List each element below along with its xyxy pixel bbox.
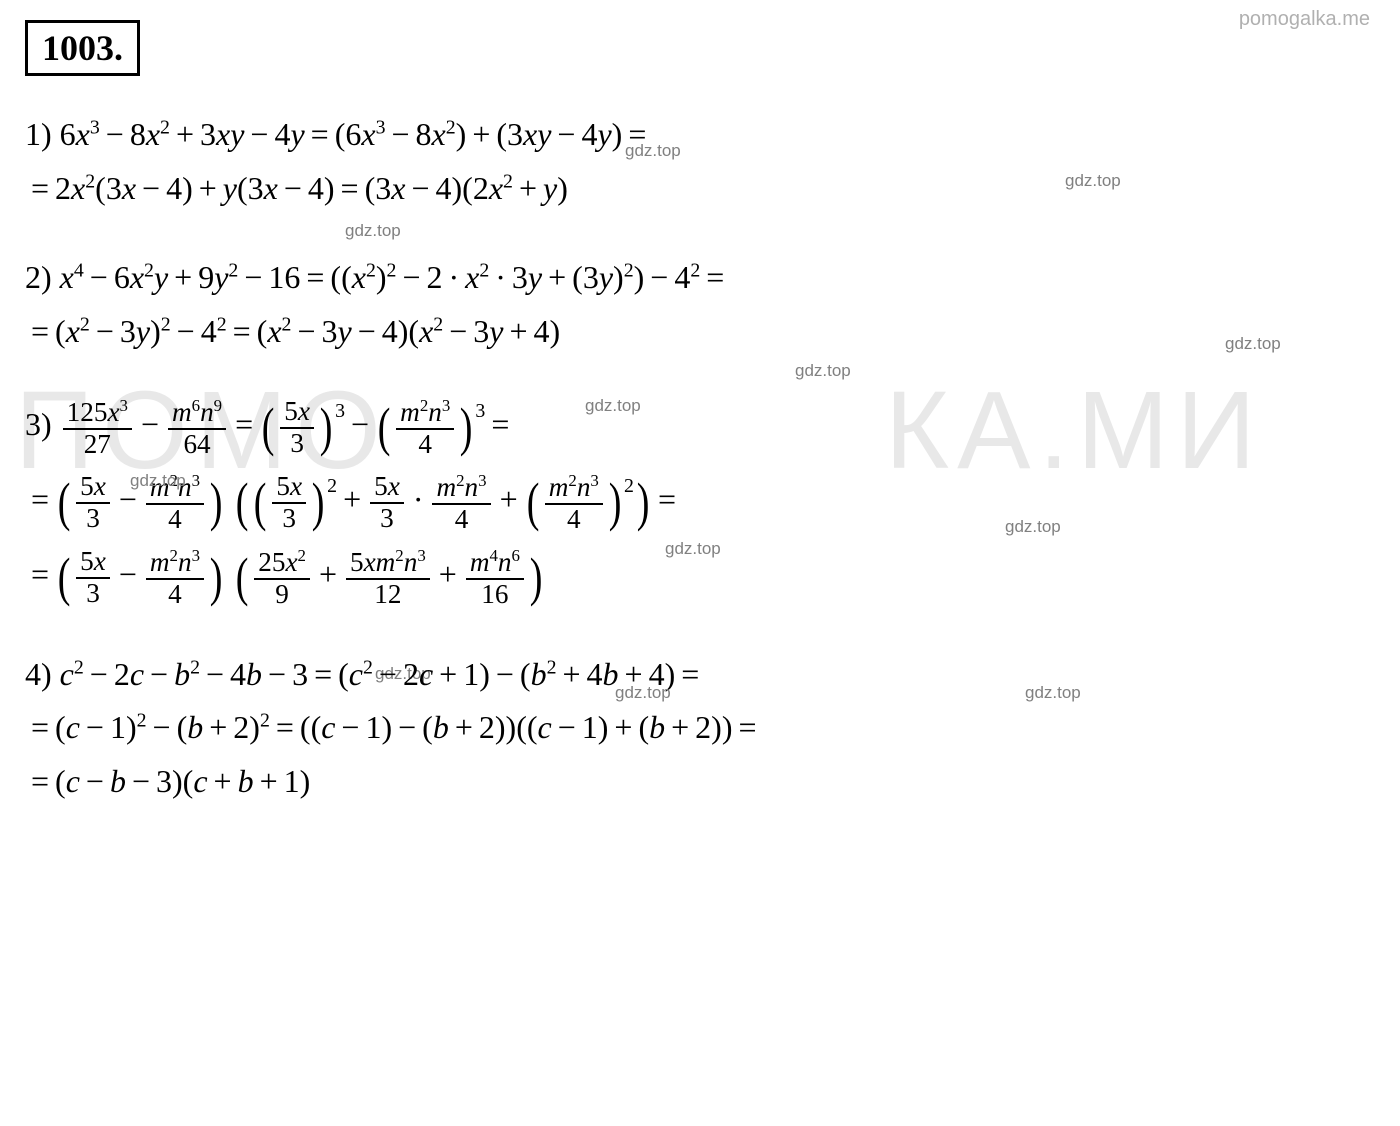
- gdz-watermark: gdz.top: [1025, 680, 1081, 706]
- p2-line1: 2) x4−6x2y+9y2−16=((x2)2−2·x2·3y+(3y)2)−…: [25, 253, 1375, 303]
- gdz-watermark: gdz.top: [625, 138, 681, 164]
- problem-4: 4) c2−2c−b2−4b−3=(c2−2c+1)−(b2+4b+4)= =(…: [25, 650, 1375, 807]
- watermark-source: pomogalka.me: [1239, 8, 1370, 31]
- gdz-watermark: gdz.top: [1225, 331, 1281, 357]
- p1-line2: =2x2(3x−4)+y(3x−4)=(3x−4)(2x2+y): [25, 164, 1375, 214]
- problem-1: 1) 6x3−8x2+3xy−4y=(6x3−8x2)+(3xy−4y)= =2…: [25, 110, 1375, 213]
- p1-line1: 1) 6x3−8x2+3xy−4y=(6x3−8x2)+(3xy−4y)=: [25, 110, 1375, 160]
- gdz-watermark: gdz.top: [665, 536, 721, 562]
- p4-line1: 4) c2−2c−b2−4b−3=(c2−2c+1)−(b2+4b+4)=: [25, 650, 1375, 700]
- problem-3: ПОМО КА.МИ 3) 125x327−m6n964=(5x3)3−(m2n…: [25, 396, 1375, 609]
- p3-line1: 3) 125x327−m6n964=(5x3)3−(m2n34)3=: [25, 396, 1375, 459]
- p4-line2: =(c−1)2−(b+2)2=((c−1)−(b+2))((c−1)+(b+2)…: [25, 703, 1375, 753]
- problem-number: 1003.: [25, 20, 140, 76]
- p2-line2: =(x2−3y)2−42=(x2−3y−4)(x2−3y+4): [25, 307, 1375, 357]
- p3-line2: =(5x3−m2n34) ((5x3)2+5x3·m2n34+(m2n34)2)…: [25, 471, 1375, 534]
- gdz-watermark: gdz.top: [345, 218, 401, 244]
- gdz-watermark: gdz.top: [1005, 514, 1061, 540]
- gdz-watermark: gdz.top: [795, 358, 851, 384]
- problem-2: 2) x4−6x2y+9y2−16=((x2)2−2·x2·3y+(3y)2)−…: [25, 253, 1375, 356]
- gdz-watermark: gdz.top: [1065, 168, 1121, 194]
- p4-line3: =(c−b−3)(c+b+1): [25, 757, 1375, 807]
- gdz-watermark: gdz.top: [615, 680, 671, 706]
- gdz-watermark: gdz.top: [130, 468, 186, 494]
